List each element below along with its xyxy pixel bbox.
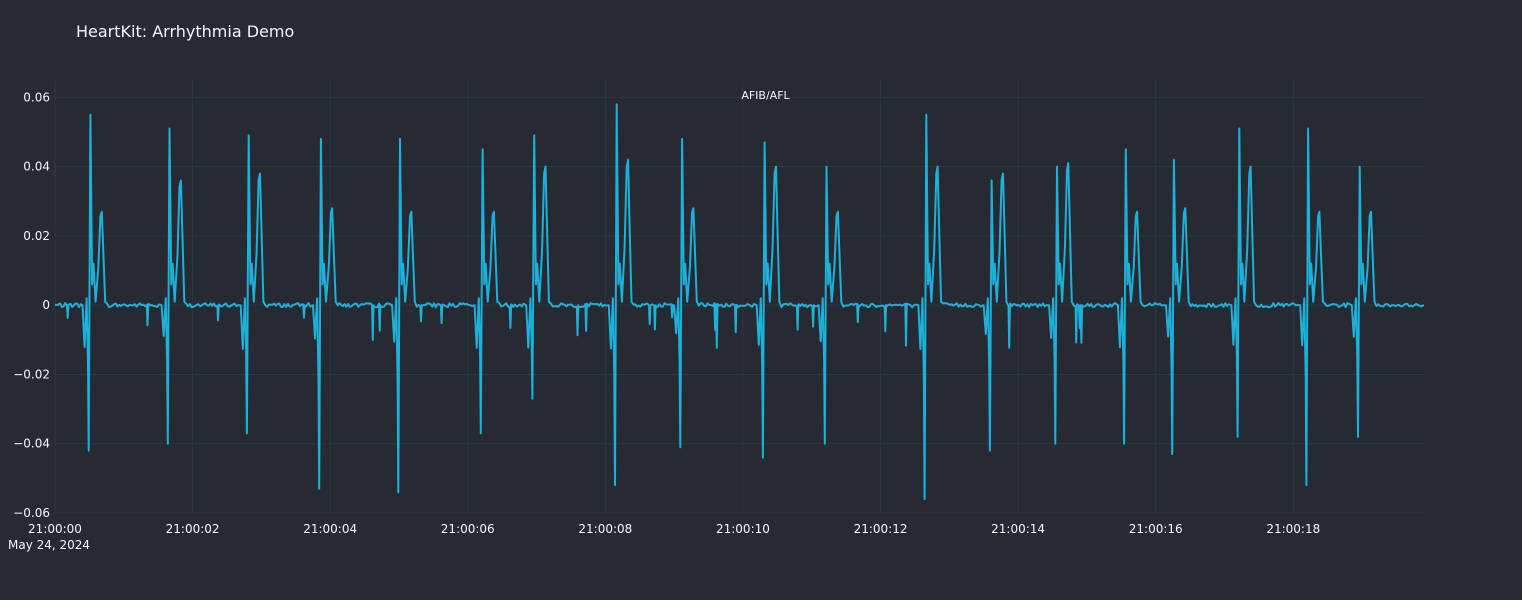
- y-tick-label: 0.06: [23, 90, 50, 104]
- y-tick-label: 0: [42, 298, 50, 312]
- x-date-label: May 24, 2024: [8, 538, 90, 552]
- y-tick-label: 0.02: [23, 229, 50, 243]
- y-tick-label: −0.02: [13, 367, 50, 381]
- x-tick-label: 21:00:12: [854, 522, 908, 536]
- x-tick-label: 21:00:14: [991, 522, 1045, 536]
- chart-title: HeartKit: Arrhythmia Demo: [76, 22, 295, 41]
- x-tick-label: 21:00:08: [578, 522, 632, 536]
- rhythm-annotation: AFIB/AFL: [741, 89, 790, 102]
- x-tick-label: 21:00:10: [716, 522, 770, 536]
- line-layer: [54, 103, 1425, 501]
- ecg-series-line: [54, 103, 1425, 501]
- x-tick-label: 21:00:04: [303, 522, 357, 536]
- grid-layer: [54, 80, 1424, 514]
- x-tick-label: 21:00:16: [1129, 522, 1183, 536]
- x-tick-label: 21:00:02: [166, 522, 220, 536]
- x-tick-label: 21:00:18: [1266, 522, 1320, 536]
- y-tick-label: −0.04: [13, 437, 50, 451]
- axis-layer: 0.06 0.04 0.02 0 −0.02 −0.04 −0.06 21:00:00 21:0…: [8, 90, 1320, 552]
- y-tick-label: 0.04: [23, 160, 50, 174]
- x-tick-label: 21:00:06: [441, 522, 495, 536]
- x-tick-label: 21:00:00: [28, 522, 82, 536]
- y-tick-label: −0.06: [13, 506, 50, 520]
